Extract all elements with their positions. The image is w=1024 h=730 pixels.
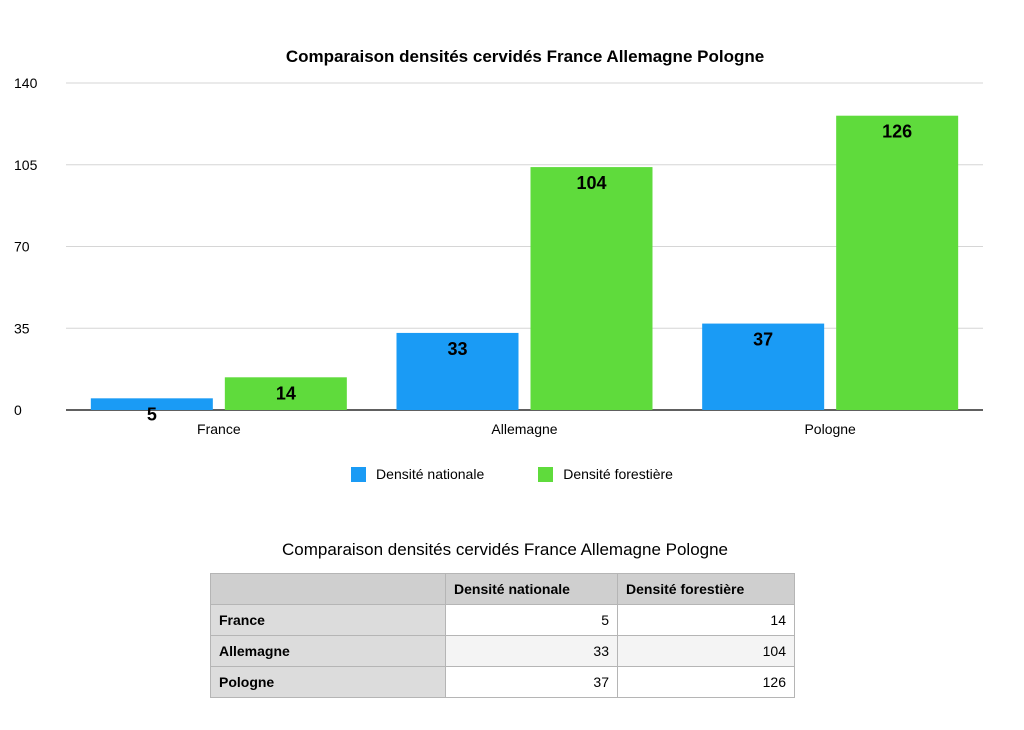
y-tick-label: 35 bbox=[14, 320, 30, 336]
bar-allemagne-forestiere bbox=[530, 167, 653, 410]
data-label: 126 bbox=[882, 122, 912, 142]
y-axis-ticks: 0 35 70 105 140 bbox=[14, 75, 38, 418]
y-tick-label: 0 bbox=[14, 402, 22, 418]
table-row-label: France bbox=[210, 604, 446, 636]
table-row-label: Pologne bbox=[210, 666, 446, 698]
legend-label-forestiere: Densité forestière bbox=[563, 466, 673, 482]
data-label: 5 bbox=[147, 404, 157, 424]
table-header-row: Densité nationale Densité forestière bbox=[210, 573, 795, 605]
table-row: France 5 14 bbox=[210, 604, 795, 636]
legend-swatch-forestiere bbox=[538, 466, 554, 482]
bar-allemagne-nationale bbox=[396, 332, 519, 410]
data-labels: 5 14 33 104 37 126 bbox=[147, 122, 912, 425]
table-cell: 104 bbox=[617, 635, 795, 667]
table-header-forestiere: Densité forestière bbox=[617, 573, 795, 605]
bar-pologne-nationale bbox=[702, 323, 825, 410]
table-cell: 33 bbox=[445, 635, 618, 667]
table-row-label: Allemagne bbox=[210, 635, 446, 667]
table-cell: 5 bbox=[445, 604, 618, 636]
y-tick-label: 140 bbox=[14, 75, 38, 91]
y-tick-label: 105 bbox=[14, 157, 38, 173]
table-cell: 126 bbox=[617, 666, 795, 698]
chart-title: Comparaison densités cervidés France All… bbox=[286, 47, 764, 66]
bar-france-nationale bbox=[90, 398, 213, 410]
data-label: 37 bbox=[753, 330, 773, 350]
y-tick-label: 70 bbox=[14, 239, 30, 255]
data-label: 33 bbox=[447, 339, 467, 359]
table-header-nationale: Densité nationale bbox=[445, 573, 618, 605]
gridlines bbox=[66, 82, 983, 411]
x-category-label: Allemagne bbox=[491, 421, 557, 437]
bar-chart: Comparaison densités cervidés France All… bbox=[14, 47, 983, 437]
legend-swatch-nationale bbox=[351, 466, 367, 482]
x-category-label: France bbox=[197, 421, 241, 437]
legend-label-nationale: Densité nationale bbox=[376, 466, 485, 482]
data-label: 14 bbox=[276, 383, 296, 403]
bars bbox=[90, 115, 959, 410]
table-cell: 14 bbox=[617, 604, 795, 636]
legend-item-densite-nationale: Densité nationale bbox=[351, 462, 484, 486]
table-cell: 37 bbox=[445, 666, 618, 698]
legend: Densité nationale Densité forestière bbox=[0, 462, 1024, 486]
table-row: Pologne 37 126 bbox=[210, 666, 795, 698]
data-label: 104 bbox=[576, 173, 606, 193]
table-row: Allemagne 33 104 bbox=[210, 635, 795, 667]
x-category-label: Pologne bbox=[804, 421, 856, 437]
x-axis-categories: France Allemagne Pologne bbox=[197, 421, 856, 437]
data-table: Densité nationale Densité forestière Fra… bbox=[210, 573, 795, 698]
bar-pologne-forestiere bbox=[836, 115, 959, 410]
table-header-corner bbox=[210, 573, 446, 605]
bar-france-forestiere bbox=[224, 377, 347, 410]
table-title: Comparaison densités cervidés France All… bbox=[281, 540, 729, 559]
legend-item-densite-forestiere: Densité forestière bbox=[538, 462, 673, 486]
